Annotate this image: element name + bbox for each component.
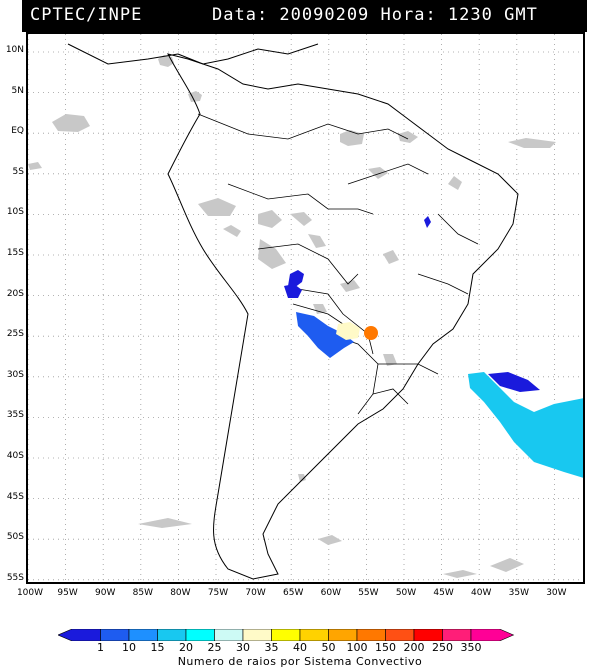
longitude-label: 40W (471, 588, 492, 598)
legend-tick-label: 25 (207, 641, 222, 654)
latitude-label: 10N (5, 45, 24, 55)
latitude-label: 5S (12, 166, 24, 177)
longitude-label: 55W (358, 588, 379, 598)
legend-tick-label: 30 (236, 641, 250, 654)
south-america-outline (67, 43, 519, 580)
map-canvas (28, 34, 583, 582)
legend-swatch (100, 629, 130, 641)
legend-swatch (271, 629, 301, 641)
legend-tick-label: 350 (460, 641, 482, 654)
legend-swatch (328, 629, 358, 641)
legend-swatch (299, 629, 329, 641)
legend-swatch (385, 629, 415, 641)
longitude-label: 95W (57, 588, 78, 598)
latitude-label: EQ (11, 126, 24, 137)
country-borders (197, 113, 479, 415)
legend-swatch (128, 629, 158, 641)
legend-tick-label: 50 (321, 641, 336, 654)
legend-tick-label: 200 (403, 641, 425, 654)
legend-swatch (442, 629, 472, 641)
convective-system-bolivia (284, 270, 304, 298)
legend-swatch (242, 629, 272, 641)
convective-system-brazil-small (424, 216, 431, 228)
graticule (28, 34, 583, 582)
longitude-label: 50W (395, 588, 417, 598)
legend-swatch (413, 629, 443, 641)
map-header: CPTEC/INPE Data: 20090209 Hora: 1230 GMT (22, 0, 587, 32)
convective-system-argentina (296, 312, 354, 358)
legend-tick-label: 40 (293, 641, 307, 654)
legend-tick-label: 150 (375, 641, 396, 654)
legend-swatch (214, 629, 244, 641)
map-frame (26, 32, 585, 584)
latitude-label: 10S (6, 207, 24, 218)
latitude-label: 5N (11, 85, 24, 96)
latitude-label: 15S (6, 248, 24, 258)
legend-swatch (470, 629, 515, 641)
latitude-label: 50S (6, 532, 24, 543)
source-label: CPTEC/INPE (30, 5, 143, 25)
legend-colorbar (58, 629, 515, 641)
legend-tick-label: 1 (97, 641, 104, 654)
datetime-label: Data: 20090209 Hora: 1230 GMT (212, 5, 538, 25)
legend-swatch (356, 629, 386, 641)
legend-swatch (157, 629, 187, 641)
latitude-label: 45S (6, 491, 24, 502)
longitude-label: 85W (132, 588, 153, 598)
legend-tick-label: 10 (122, 641, 136, 654)
longitude-label: 65W (283, 588, 304, 598)
cloud-patches (28, 55, 556, 578)
longitude-label: 100W (16, 588, 44, 598)
longitude-label: 60W (320, 588, 341, 598)
legend-caption: Numero de raios por Sistema Convectivo (177, 655, 423, 668)
longitude-label: 45W (433, 588, 454, 598)
convective-system-atlantic-cyan (468, 372, 583, 478)
longitude-label: 90W (95, 588, 116, 598)
legend-tick-label: 15 (150, 641, 165, 654)
longitude-label: 80W (170, 588, 191, 598)
longitude-label: 35W (508, 588, 529, 598)
convective-system-paraguay-pale (336, 322, 360, 340)
legend-swatch (58, 629, 101, 641)
legend-tick-label: 20 (179, 641, 193, 654)
latitude-label: 25S (6, 329, 24, 340)
latitude-label: 20S (6, 288, 24, 299)
legend-tick-label: 35 (264, 641, 279, 654)
latitude-label: 35S (6, 410, 24, 421)
convective-system-paraguay-orange (364, 326, 378, 340)
convective-system-atlantic-dark-blue (488, 372, 540, 392)
legend-tick-label: 250 (432, 641, 453, 654)
latitude-label: 30S (6, 369, 24, 380)
longitude-label: 70W (245, 588, 266, 598)
legend-swatch (185, 629, 215, 641)
legend-tick-label: 100 (346, 641, 368, 654)
latitude-label: 55S (6, 572, 24, 583)
longitude-label: 30W (546, 588, 567, 598)
longitude-label: 75W (207, 588, 229, 598)
convective-systems (284, 216, 583, 478)
latitude-label: 40S (6, 451, 24, 461)
